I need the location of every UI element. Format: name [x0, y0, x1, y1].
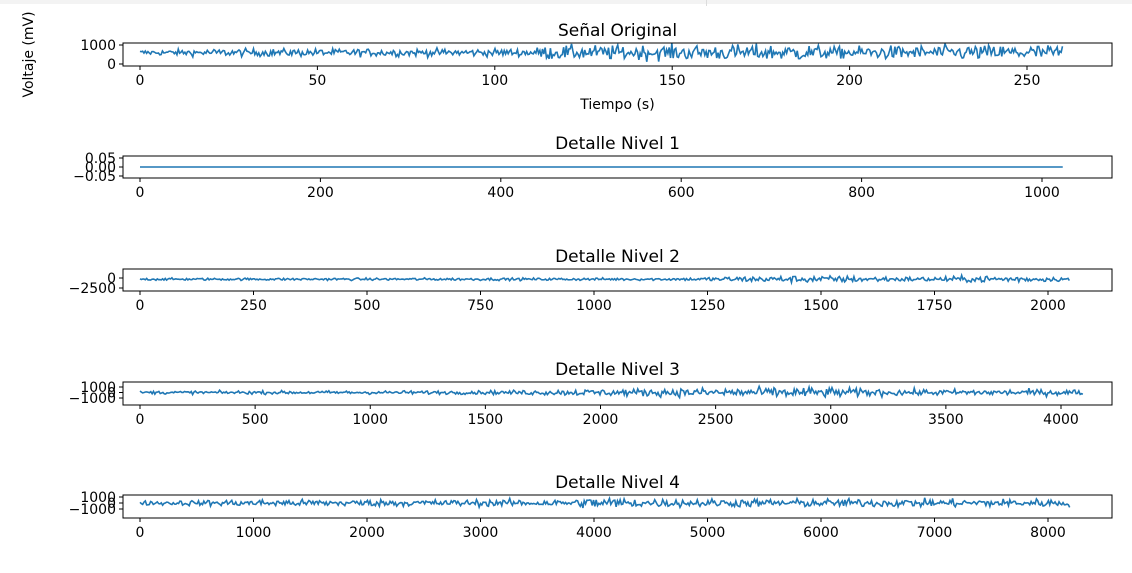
panel-5-xtick-label: 0 [136, 525, 145, 541]
panel-5-ytick-label: 1000 [80, 490, 116, 506]
panel-3-ytick-label: −2500 [69, 281, 116, 297]
panel-5-xtick-label: 1000 [236, 525, 272, 541]
panel-4-series-line-1 [139, 384, 1084, 400]
panel-3-ytick-label: 0 [107, 271, 116, 287]
panel-4-xtick-label: 500 [242, 412, 269, 428]
panel-3-title: Detalle Nivel 2 [555, 247, 680, 267]
panel-3-xtick-label: 500 [354, 298, 381, 314]
panel-3-xtick-label: 1250 [690, 298, 726, 314]
panel-1-ylabel: Voltaje (mV) [21, 11, 37, 97]
panel-1-ytick-label: 1000 [80, 38, 116, 54]
panel-5-xtick-label: 7000 [917, 525, 953, 541]
panel-4-title: Detalle Nivel 3 [555, 360, 680, 380]
panel-3-series-line-1 [139, 272, 1071, 286]
panel-1-xtick-label: 50 [308, 73, 326, 89]
panel-2-xtick-label: 0 [136, 185, 145, 201]
panel-2-ytick-label: 0.05 [85, 151, 116, 167]
panel-5-ytick-label: 0 [107, 496, 116, 512]
notebook-divider [706, 0, 707, 6]
panel-1-xtick-label: 150 [659, 73, 686, 89]
panel-1-xtick-label: 0 [136, 73, 145, 89]
panel-5-frame [122, 494, 1113, 519]
panel-1-frame [122, 42, 1113, 67]
panel-4-ytick-label: −1000 [69, 391, 116, 407]
panel-5-series-line-1 [139, 495, 1071, 510]
panel-3-xtick-label: 1750 [917, 298, 953, 314]
panel-2-xtick-label: 200 [307, 185, 334, 201]
panel-4-xtick-label: 1500 [468, 412, 504, 428]
panel-2-xtick-label: 1000 [1024, 185, 1060, 201]
panel-2-title: Detalle Nivel 1 [555, 134, 680, 154]
panel-3-xtick-label: 2000 [1030, 298, 1066, 314]
panel-5-xtick-label: 5000 [690, 525, 726, 541]
panel-2-xtick-label: 800 [848, 185, 875, 201]
panel-1-xtick-label: 100 [481, 73, 508, 89]
panel-5-xtick-label: 8000 [1030, 525, 1066, 541]
notebook-top-strip [0, 0, 1132, 4]
panel-2-ytick-label: −0.05 [73, 169, 116, 185]
panel-4-xtick-label: 3000 [813, 412, 849, 428]
panel-2-xtick-label: 400 [487, 185, 514, 201]
panel-2-ytick-label: 0.00 [85, 160, 116, 176]
panel-5-xtick-label: 2000 [349, 525, 385, 541]
panel-3-frame [122, 268, 1113, 292]
panel-1-title: Señal Original [558, 21, 677, 41]
panel-3-xtick-label: 1500 [803, 298, 839, 314]
panel-4-xtick-label: 0 [136, 412, 145, 428]
panel-4-ytick-label: 0 [107, 386, 116, 402]
panel-5-xtick-label: 4000 [576, 525, 612, 541]
panel-4-ytick-label: 1000 [80, 380, 116, 396]
panel-1-xtick-label: 200 [836, 73, 863, 89]
panel-4-frame [122, 381, 1113, 406]
panel-5-title: Detalle Nivel 4 [555, 473, 680, 493]
panel-3-xtick-label: 1000 [576, 298, 612, 314]
panel-1-xtick-label: 250 [1014, 73, 1041, 89]
panel-5-xtick-label: 3000 [463, 525, 499, 541]
panel-5-xtick-label: 6000 [803, 525, 839, 541]
panel-4-xtick-label: 4000 [1043, 412, 1079, 428]
panel-4-xtick-label: 2000 [583, 412, 619, 428]
panel-4-xtick-label: 2500 [698, 412, 734, 428]
panel-2-xtick-label: 600 [668, 185, 695, 201]
panel-3-xtick-label: 750 [467, 298, 494, 314]
panel-3-xtick-label: 0 [136, 298, 145, 314]
panel-1-series-line-1 [139, 43, 1064, 62]
panel-1-ytick-label: 0 [107, 57, 116, 73]
panel-4-xtick-label: 3500 [928, 412, 964, 428]
panel-5-ytick-label: −1000 [69, 502, 116, 518]
panel-1-xlabel: Tiempo (s) [579, 97, 654, 113]
panel-4-xtick-label: 1000 [352, 412, 388, 428]
panel-3-xtick-label: 250 [240, 298, 267, 314]
